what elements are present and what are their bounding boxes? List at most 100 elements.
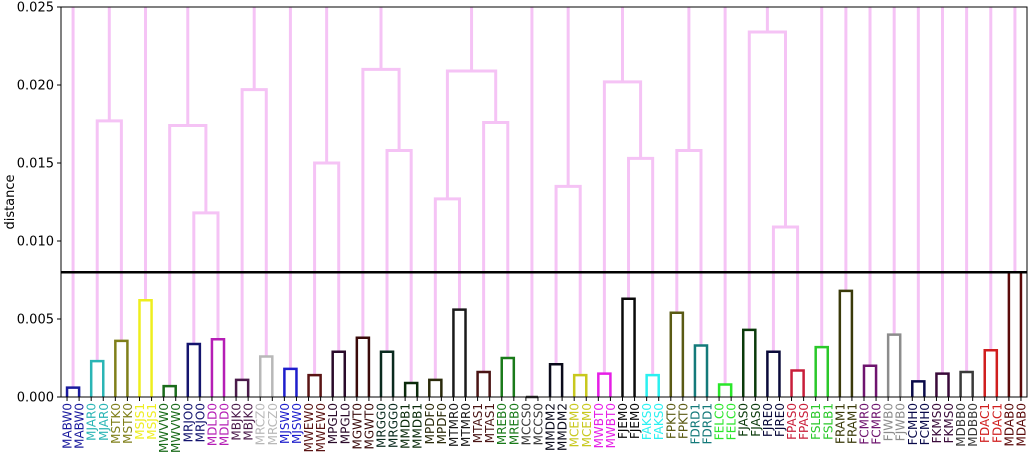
cluster-link bbox=[476, 370, 491, 397]
y-tick-label: 0.020 bbox=[17, 79, 54, 94]
y-axis: 0.000 0.005 0.010 0.015 0.020 0.025 bbox=[17, 1, 61, 406]
cluster-link bbox=[669, 311, 685, 397]
leaf-label: FELC0 bbox=[725, 403, 739, 440]
cluster-link bbox=[65, 386, 81, 397]
cluster-link bbox=[838, 289, 854, 397]
leaf-label: MMDM2 bbox=[556, 403, 570, 451]
leaf-label: MRCZ0 bbox=[254, 403, 268, 445]
merge-link bbox=[554, 184, 582, 376]
leaf-label: MJAR0 bbox=[85, 403, 99, 441]
y-axis-label: distance bbox=[3, 174, 18, 229]
cluster-link bbox=[717, 383, 733, 397]
leaf-label: MMDM2 bbox=[544, 403, 558, 451]
leaf-label: FPAS0 bbox=[785, 403, 799, 440]
leaf-label: MJAR0 bbox=[97, 403, 111, 441]
leaf-label: FJEM0 bbox=[628, 403, 642, 439]
leaf-label: MCEM0 bbox=[580, 403, 594, 447]
leaf-label: MDBB0 bbox=[966, 403, 980, 447]
leaf-label: MDLD0 bbox=[218, 403, 232, 446]
leaf-label: MWEW0 bbox=[314, 403, 328, 452]
merge-link bbox=[445, 69, 498, 199]
leaf-label: MCCS0 bbox=[531, 403, 545, 445]
leaf-label: FELC0 bbox=[713, 403, 727, 440]
leaf-label: MREB0 bbox=[507, 403, 521, 445]
leaf-label: MDBB0 bbox=[954, 403, 968, 447]
cluster-link bbox=[645, 373, 660, 397]
leaf-label: MWEW0 bbox=[302, 403, 316, 452]
leaf-label: MWBT0 bbox=[592, 403, 606, 448]
cluster-link bbox=[983, 348, 999, 397]
cluster-link bbox=[162, 384, 177, 397]
leaf-label: MREB0 bbox=[495, 403, 509, 445]
merge-link bbox=[482, 120, 510, 373]
y-tick-label: 0.005 bbox=[17, 313, 54, 328]
leaf-label: MRGG0 bbox=[374, 403, 388, 448]
cluster-link bbox=[741, 328, 757, 397]
merge-link bbox=[433, 197, 461, 380]
leaf-label: MTMR0 bbox=[447, 403, 461, 447]
leaf-label: MMDB1 bbox=[399, 403, 413, 449]
cluster-link bbox=[258, 355, 274, 397]
leaf-label: MWBT0 bbox=[604, 403, 618, 448]
cluster-link bbox=[597, 372, 612, 397]
merge-link bbox=[313, 161, 341, 376]
leaf-label: FRAM1 bbox=[845, 403, 859, 444]
merge-link bbox=[361, 67, 401, 338]
leaf-label: FSLB1 bbox=[821, 403, 835, 440]
leaf-label: MSJS1 bbox=[145, 403, 159, 440]
merge-link bbox=[95, 119, 123, 362]
cluster-links bbox=[65, 270, 1023, 399]
cluster-link bbox=[959, 370, 974, 397]
leaf-label: MGWT0 bbox=[362, 403, 376, 449]
leaf-label: FAKS0 bbox=[652, 403, 666, 440]
leaf-label: FPAS0 bbox=[797, 403, 811, 440]
leaf-label: MCEM0 bbox=[568, 403, 582, 447]
leaf-label: FDAC1 bbox=[990, 403, 1004, 443]
leaf-label: MSTK0 bbox=[121, 403, 135, 444]
leaf-label: MPGL0 bbox=[338, 403, 352, 444]
leaf-label: FJAS0 bbox=[737, 403, 751, 437]
plot-frame bbox=[60, 6, 1028, 398]
leaf-label: MDAB0 bbox=[1002, 403, 1016, 446]
leaf-label: FPKT0 bbox=[676, 403, 690, 439]
leaf-label: FSLB1 bbox=[809, 403, 823, 440]
y-tick-label: 0.010 bbox=[17, 235, 54, 250]
leaf-label: FKMS0 bbox=[942, 403, 956, 443]
leaf-label: MRGG0 bbox=[387, 403, 401, 448]
cluster-link bbox=[403, 381, 419, 397]
merge-link bbox=[627, 156, 655, 376]
leaf-label: MRJO0 bbox=[193, 403, 207, 442]
cluster-link bbox=[572, 373, 588, 397]
cluster-link bbox=[428, 378, 443, 397]
leaf-label: MWVW0 bbox=[169, 403, 183, 453]
leaf-label: MPDF0 bbox=[423, 403, 437, 444]
y-tick-label: 0.015 bbox=[17, 157, 54, 172]
cluster-link bbox=[911, 380, 926, 397]
cluster-link bbox=[234, 378, 250, 397]
leaf-label: MJSW0 bbox=[290, 403, 304, 444]
upper-links bbox=[71, 7, 1017, 397]
merge-link bbox=[385, 149, 413, 383]
cluster-link bbox=[331, 350, 347, 397]
leaf-label: FJEM0 bbox=[616, 403, 630, 439]
leaf-label: FJWB0 bbox=[882, 403, 896, 441]
leaf-label: FCMH0 bbox=[918, 403, 932, 445]
cluster-link bbox=[548, 362, 564, 397]
leaf-label: MRCZ0 bbox=[266, 403, 280, 445]
y-tick-label: 0.000 bbox=[17, 391, 54, 406]
merge-link bbox=[192, 211, 220, 344]
cluster-link bbox=[307, 373, 322, 397]
cluster-link bbox=[790, 369, 805, 397]
leaf-label: MPGL0 bbox=[326, 403, 340, 444]
cluster-link bbox=[452, 308, 467, 397]
merge-link bbox=[771, 225, 800, 371]
leaf-label: MBJK0 bbox=[230, 403, 244, 441]
leaf-label: MWVW0 bbox=[157, 403, 171, 453]
cluster-link bbox=[935, 372, 950, 397]
leaf-label: FCMH0 bbox=[906, 403, 920, 445]
cluster-link bbox=[500, 356, 516, 397]
cluster-link bbox=[862, 364, 878, 397]
leaf-label: FJWB0 bbox=[894, 403, 908, 441]
merge-link bbox=[747, 30, 787, 330]
